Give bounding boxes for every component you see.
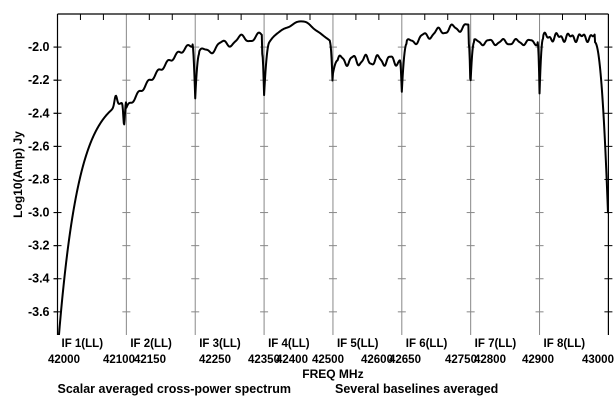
svg-text:42400: 42400 [276, 354, 308, 366]
svg-text:IF 2(LL): IF 2(LL) [130, 338, 172, 350]
svg-text:-2.6: -2.6 [28, 139, 50, 153]
svg-text:42800: 42800 [474, 354, 506, 366]
svg-text:-3.4: -3.4 [28, 272, 50, 286]
svg-text:42900: 42900 [522, 354, 554, 366]
svg-text:43000: 43000 [582, 354, 614, 366]
svg-text:IF 1(LL): IF 1(LL) [62, 338, 104, 350]
svg-text:-2.2: -2.2 [28, 73, 50, 87]
svg-text:IF 6(LL): IF 6(LL) [406, 338, 448, 350]
svg-text:IF 4(LL): IF 4(LL) [268, 338, 310, 350]
svg-text:Scalar averaged cross-power sp: Scalar averaged cross-power spectrum [58, 382, 291, 396]
svg-text:42250: 42250 [199, 354, 231, 366]
svg-text:IF 5(LL): IF 5(LL) [337, 338, 379, 350]
svg-text:Log10(Amp) Jy: Log10(Amp) Jy [11, 131, 25, 218]
svg-text:Several baselines averaged: Several baselines averaged [335, 382, 498, 396]
svg-text:-3.2: -3.2 [28, 239, 50, 253]
svg-text:-2.8: -2.8 [28, 172, 50, 186]
svg-text:42650: 42650 [389, 354, 421, 366]
svg-text:42000: 42000 [48, 354, 80, 366]
svg-text:42100: 42100 [103, 354, 135, 366]
svg-text:42150: 42150 [134, 354, 166, 366]
svg-text:42500: 42500 [312, 354, 344, 366]
svg-text:IF 3(LL): IF 3(LL) [199, 338, 241, 350]
svg-text:IF 8(LL): IF 8(LL) [544, 338, 586, 350]
svg-text:IF 7(LL): IF 7(LL) [475, 338, 517, 350]
svg-text:-3.6: -3.6 [28, 305, 50, 319]
svg-text:-3.0: -3.0 [28, 206, 50, 220]
svg-text:-2.4: -2.4 [28, 106, 50, 120]
svg-text:-2.0: -2.0 [28, 40, 50, 54]
svg-text:42750: 42750 [445, 354, 477, 366]
svg-text:FREQ MHz: FREQ MHz [302, 367, 363, 381]
